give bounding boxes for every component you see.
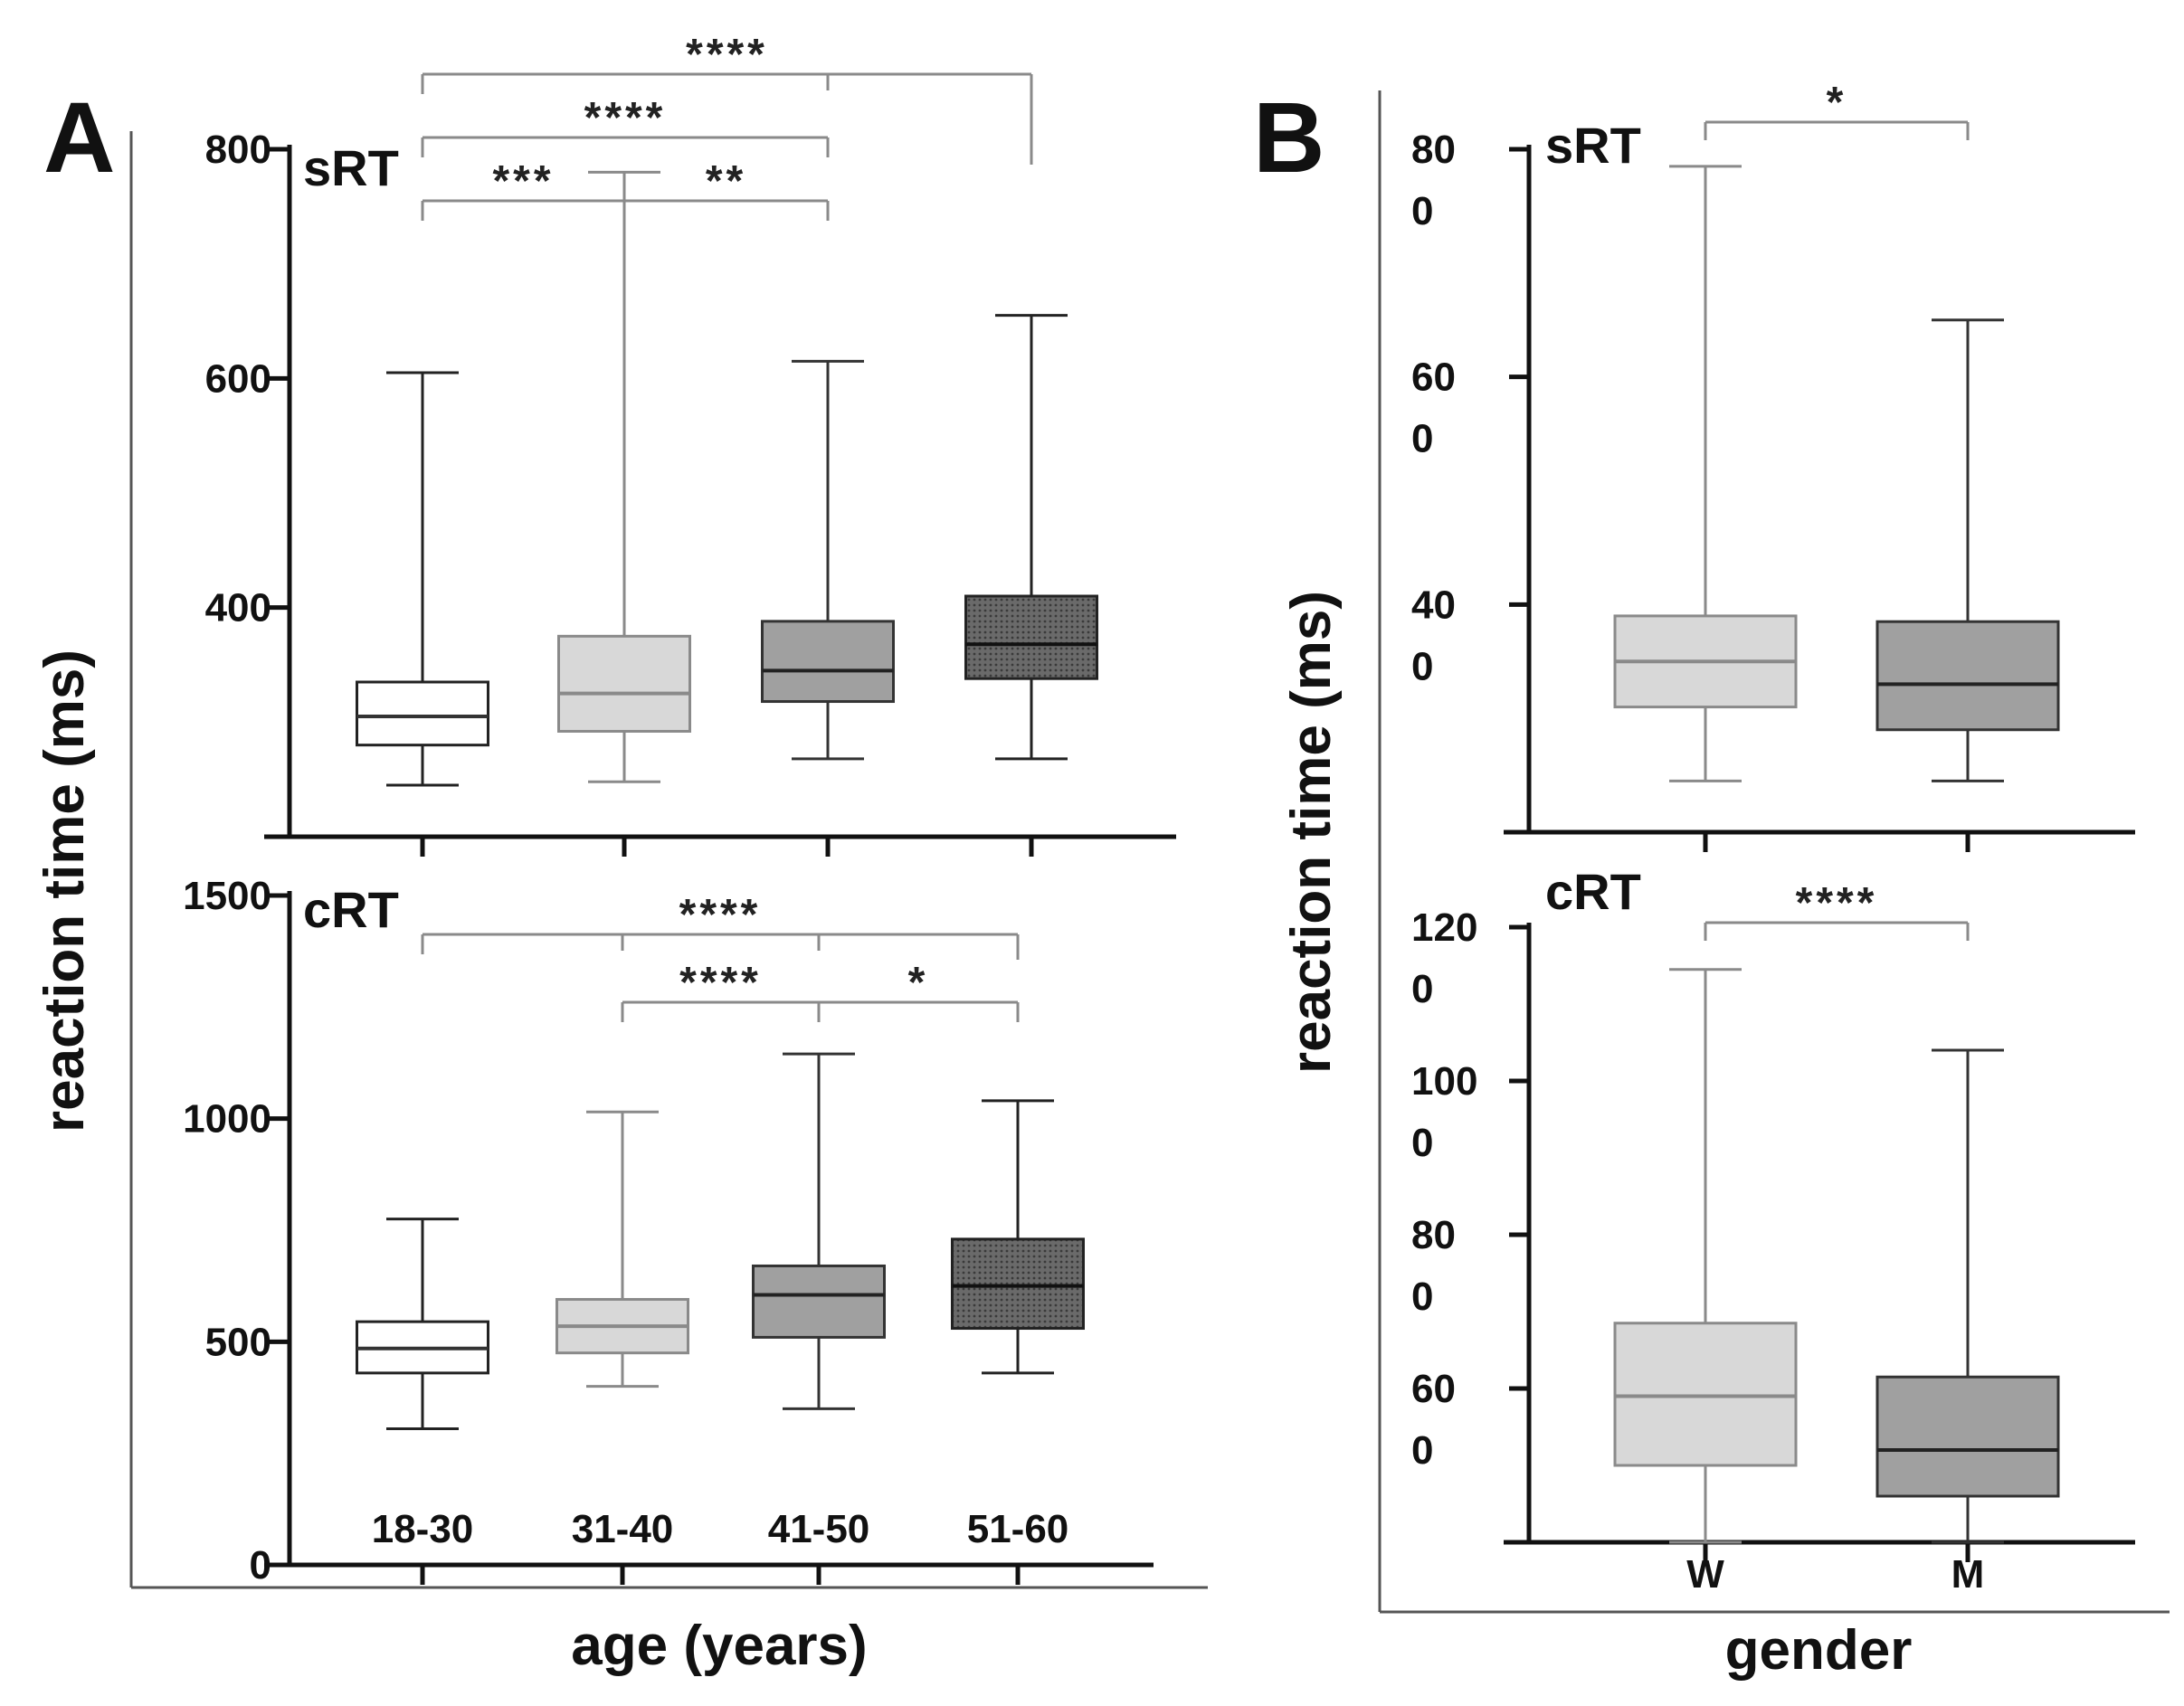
chart-title: sRT — [303, 139, 399, 196]
panel-a-y-axis-title: reaction time (ms) — [33, 649, 96, 1133]
box-51-60 — [964, 594, 1098, 680]
chart-b-crt: 60 0 80 0 100 0 120 0 cRT W M **** — [1411, 863, 2135, 1597]
x-category-label: 31-40 — [572, 1507, 674, 1551]
y-tick-label: 0 — [250, 1543, 271, 1588]
panel-a-x-axis-title: age (years) — [571, 1615, 867, 1677]
panel-a-letter: A — [43, 82, 115, 194]
significance-label: **** — [584, 94, 667, 142]
chart-title: cRT — [1545, 863, 1641, 920]
x-category-label: M — [1951, 1552, 1985, 1597]
box-41-50 — [761, 620, 895, 704]
y-tick-label-wrap: 0 — [1411, 644, 1433, 688]
significance-label: **** — [686, 31, 768, 79]
significance-label: * — [908, 959, 929, 1007]
y-tick-label-wrap: 0 — [1411, 1428, 1433, 1473]
y-tick-label: 120 — [1411, 905, 1477, 950]
y-tick-label: 40 — [1411, 583, 1456, 627]
y-tick-label: 600 — [205, 356, 271, 401]
box-31-40 — [557, 634, 691, 733]
significance-label: ** — [706, 157, 746, 205]
significance-label: **** — [679, 891, 762, 939]
y-tick-label: 1000 — [183, 1097, 271, 1142]
y-tick-label: 400 — [205, 586, 271, 630]
panel-b-letter: B — [1253, 82, 1325, 194]
y-tick-label-wrap: 0 — [1411, 967, 1433, 1011]
panel-b-x-axis-title: gender — [1725, 1619, 1913, 1682]
box-51-60 — [951, 1237, 1085, 1331]
significance-label: **** — [679, 959, 762, 1007]
significance-label: * — [1827, 79, 1847, 127]
significance-label: *** — [492, 157, 554, 205]
y-tick-label: 800 — [205, 128, 271, 172]
box-W — [1613, 1322, 1798, 1467]
y-tick-label: 60 — [1411, 1367, 1456, 1411]
y-tick-label: 80 — [1411, 1213, 1456, 1257]
significance-label: **** — [1796, 879, 1878, 927]
y-tick-label-wrap: 0 — [1411, 417, 1433, 461]
x-category-label: W — [1686, 1552, 1724, 1597]
y-tick-label-wrap: 0 — [1411, 1275, 1433, 1319]
y-tick-label-wrap: 0 — [1411, 189, 1433, 233]
panel-b-y-axis-title: reaction time (ms) — [1280, 591, 1343, 1074]
y-tick-label-wrap: 0 — [1411, 1121, 1433, 1165]
x-category-label: 51-60 — [967, 1507, 1069, 1551]
y-tick-label: 500 — [205, 1320, 271, 1364]
y-tick-label: 1500 — [183, 874, 271, 918]
box-18-30 — [356, 680, 489, 747]
box-41-50 — [752, 1264, 886, 1339]
y-tick-label: 100 — [1411, 1059, 1477, 1104]
x-category-label: 18-30 — [372, 1507, 474, 1551]
chart-b-srt: 40 0 60 0 80 0 sRT * — [1411, 79, 2135, 852]
x-category-label: 41-50 — [768, 1507, 870, 1551]
chart-title: cRT — [303, 881, 399, 938]
y-tick-label: 80 — [1411, 128, 1456, 172]
y-tick-label: 60 — [1411, 355, 1456, 400]
box-M — [1875, 1375, 2060, 1498]
box-M — [1875, 620, 2060, 732]
chart-title: sRT — [1545, 117, 1641, 174]
